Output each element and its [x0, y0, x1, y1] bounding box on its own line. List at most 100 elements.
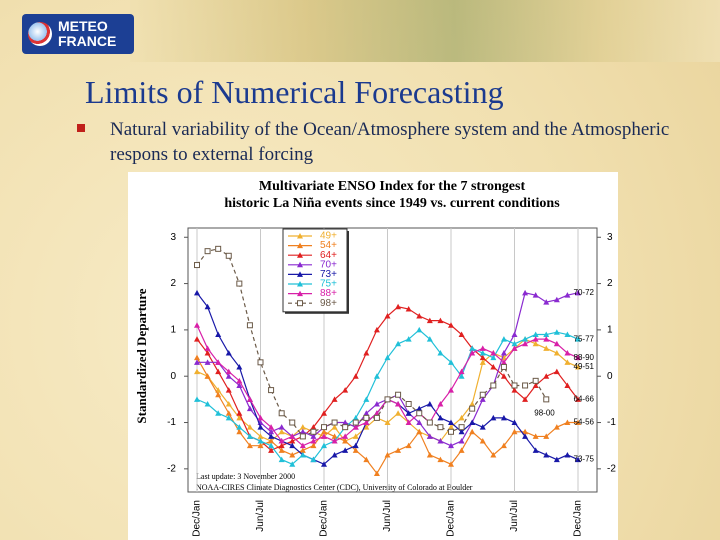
legend-label: 98+	[320, 298, 337, 309]
logo: METEO FRANCE	[22, 14, 134, 54]
legend-marker	[297, 261, 303, 268]
point	[437, 438, 444, 444]
point	[448, 428, 454, 435]
point	[490, 382, 497, 389]
point	[257, 433, 264, 439]
point	[204, 345, 211, 351]
point	[490, 350, 497, 356]
point	[352, 447, 359, 453]
point	[458, 424, 465, 431]
logo-line: METEO	[58, 18, 108, 34]
point	[204, 373, 211, 379]
point	[553, 329, 560, 335]
point	[416, 428, 423, 435]
point	[384, 451, 391, 458]
y-tick-label: -1	[167, 417, 176, 428]
y-tick-label: 3	[170, 232, 176, 243]
point	[236, 410, 243, 416]
legend-box	[282, 228, 348, 313]
point	[532, 447, 539, 453]
point	[363, 410, 370, 416]
point	[299, 433, 306, 440]
point	[543, 396, 550, 403]
point	[553, 368, 560, 375]
point	[469, 419, 476, 426]
point	[215, 359, 222, 365]
point	[448, 424, 454, 430]
point	[479, 345, 486, 351]
point	[532, 340, 539, 347]
point	[543, 299, 550, 305]
point	[246, 424, 253, 430]
point	[268, 424, 275, 430]
point	[395, 303, 402, 310]
legend-label: 54+	[320, 240, 337, 251]
point	[479, 350, 486, 356]
point	[268, 433, 275, 439]
point	[268, 447, 275, 453]
point	[246, 405, 253, 412]
x-tick-label: Jun/Jul	[509, 500, 520, 532]
point	[532, 292, 539, 298]
point	[204, 303, 211, 310]
point	[395, 410, 402, 416]
point	[543, 331, 550, 338]
point	[575, 289, 581, 296]
point	[289, 451, 296, 458]
point	[395, 401, 402, 407]
point	[416, 313, 423, 319]
point	[416, 326, 423, 333]
point	[416, 419, 423, 426]
point	[352, 419, 359, 426]
point	[426, 433, 433, 439]
point	[352, 433, 359, 439]
bullet-mark	[77, 124, 85, 132]
y2-tick-label: 2	[607, 278, 613, 289]
logo-text: METEO FRANCE	[58, 19, 116, 49]
point	[257, 442, 264, 449]
point	[511, 428, 518, 435]
point	[469, 350, 476, 356]
point	[458, 368, 465, 375]
point	[352, 442, 359, 449]
point	[373, 373, 380, 379]
point	[458, 414, 465, 421]
point	[278, 447, 285, 453]
point	[511, 382, 518, 389]
end-label: 49-51	[574, 362, 595, 371]
slide-title: Limits of Numerical Forecasting	[85, 74, 504, 110]
point	[479, 424, 486, 430]
point	[490, 414, 497, 421]
y2-tick-label: -2	[607, 463, 616, 474]
point	[246, 433, 253, 439]
point	[342, 387, 349, 393]
point	[564, 331, 571, 338]
point	[331, 451, 338, 458]
point	[553, 340, 560, 347]
point	[395, 340, 402, 347]
point	[543, 345, 550, 351]
legend-label: 70+	[320, 259, 337, 270]
point	[373, 414, 380, 421]
point	[426, 419, 433, 426]
point	[543, 373, 550, 379]
x-tick-label: Jun/Jul	[382, 500, 393, 532]
point	[426, 317, 433, 324]
point	[278, 424, 285, 430]
point	[194, 354, 200, 361]
plot-frame	[187, 227, 598, 493]
point	[426, 336, 433, 342]
point	[225, 414, 232, 421]
point	[321, 461, 327, 467]
legend-label: 75+	[320, 279, 337, 290]
point	[532, 382, 539, 388]
point	[479, 391, 486, 398]
point	[331, 419, 338, 426]
legend-marker	[297, 281, 303, 287]
point	[448, 387, 454, 393]
end-label: 64-66	[574, 394, 595, 403]
y-tick-label: 2	[170, 278, 176, 289]
point	[236, 377, 243, 384]
point	[448, 322, 454, 328]
